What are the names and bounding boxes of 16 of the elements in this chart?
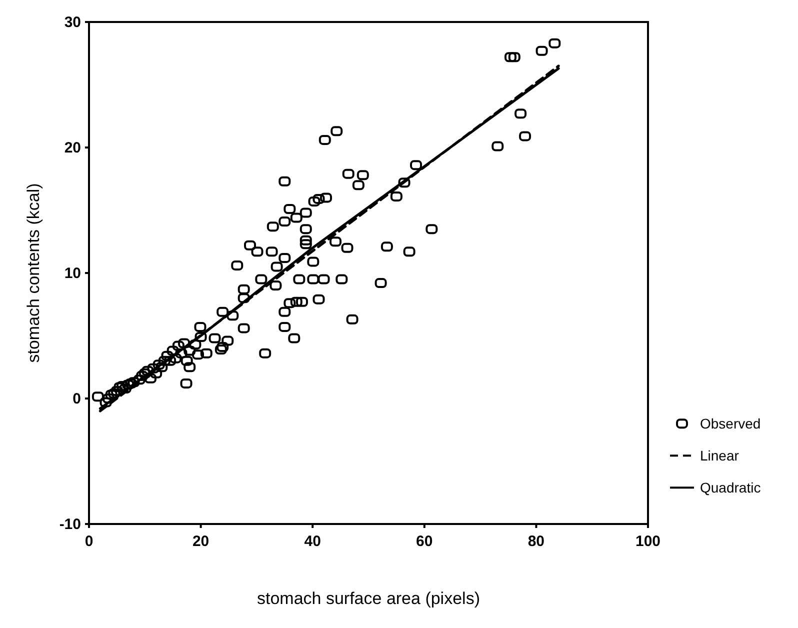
x-axis-title: stomach surface area (pixels) xyxy=(257,589,480,608)
y-tick-label: 10 xyxy=(64,265,81,282)
y-tick-label: -10 xyxy=(59,516,81,533)
legend-label: Observed xyxy=(700,416,761,432)
x-tick-label: 100 xyxy=(635,533,661,550)
y-tick-label: 30 xyxy=(64,14,81,31)
x-tick-label: 20 xyxy=(192,533,210,550)
x-tick-label: 60 xyxy=(416,533,433,550)
x-tick-label: 0 xyxy=(84,533,94,550)
legend-label: Quadratic xyxy=(700,480,761,496)
y-tick-label: 20 xyxy=(64,140,81,156)
y-axis-title: stomach contents (kcal) xyxy=(24,183,43,363)
x-tick-label: 80 xyxy=(528,533,545,550)
legend-label: Linear xyxy=(700,448,740,464)
y-tick-label: 0 xyxy=(72,390,81,408)
x-tick-label: 40 xyxy=(304,533,321,550)
